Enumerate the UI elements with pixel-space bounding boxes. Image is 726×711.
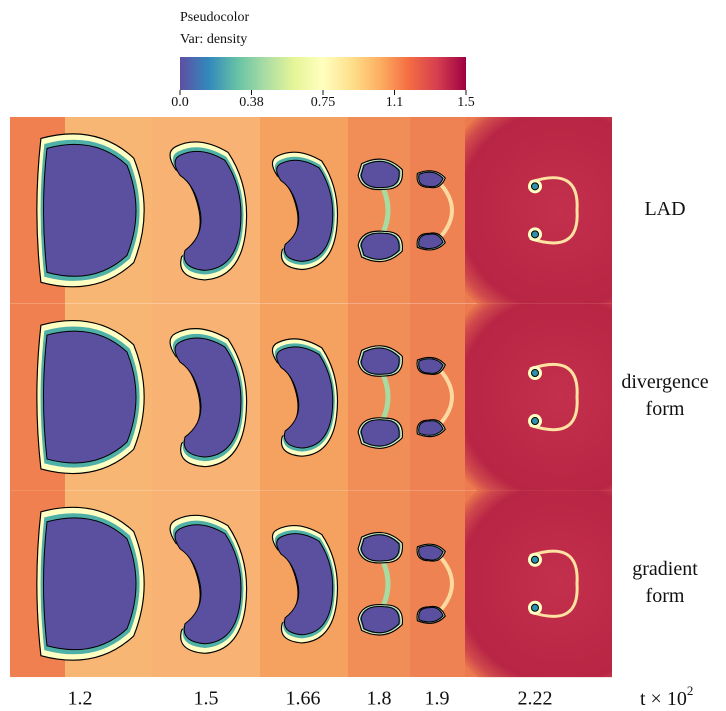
blast-region xyxy=(435,272,685,522)
bubble xyxy=(358,346,402,376)
bubble xyxy=(358,231,402,261)
panel-background xyxy=(348,490,410,677)
vortex-core xyxy=(532,418,539,425)
row-label: LAD xyxy=(644,198,685,220)
bubble-core xyxy=(361,607,399,633)
colorbar-tick-label: 0.75 xyxy=(311,95,336,110)
axis-label-exponent: 2 xyxy=(687,683,694,698)
bubble xyxy=(37,321,144,474)
panel xyxy=(348,304,410,491)
panel-background xyxy=(348,304,410,491)
panel-background xyxy=(410,490,465,677)
column-label: 2.22 xyxy=(518,688,553,710)
row-label: form xyxy=(646,398,685,420)
bubble-core xyxy=(361,535,399,561)
panel xyxy=(410,490,465,677)
bubble-core xyxy=(44,331,137,463)
blast-region xyxy=(435,459,685,709)
panel xyxy=(260,304,348,491)
colorbar-variable: Var: density xyxy=(180,32,247,47)
bubble xyxy=(37,507,144,660)
colorbar-tick-label: 1.1 xyxy=(386,95,404,110)
bubble xyxy=(358,533,402,563)
vortex-core xyxy=(532,231,539,238)
bubble-core xyxy=(361,348,399,374)
panel xyxy=(152,490,260,677)
panels xyxy=(10,85,685,708)
panel xyxy=(410,304,465,491)
bubble xyxy=(358,418,402,448)
column-label: 1.5 xyxy=(194,688,219,710)
panel xyxy=(348,117,410,304)
panel-background xyxy=(348,117,410,304)
colorbar-title: Pseudocolor xyxy=(180,10,250,25)
panel-background xyxy=(410,117,465,304)
vortex-core xyxy=(532,183,539,190)
bubble-core xyxy=(361,161,399,187)
panel xyxy=(260,490,348,677)
bubble-core xyxy=(44,518,137,650)
panel-background xyxy=(410,304,465,491)
panel xyxy=(152,117,260,304)
row-label: gradient xyxy=(632,558,698,580)
bubble xyxy=(358,159,402,189)
row-label: form xyxy=(646,585,685,607)
axis-label: t × 102 xyxy=(640,683,693,710)
bubble xyxy=(358,605,402,635)
panel xyxy=(348,490,410,677)
bubble-core xyxy=(361,233,399,259)
colorbar-tick-label: 0.38 xyxy=(239,95,264,110)
panel xyxy=(410,117,465,304)
colorbar-tick-label: 0.0 xyxy=(171,95,189,110)
row-label: divergence xyxy=(621,371,708,393)
figure: Pseudocolor Var: density 0.0 0.38 0.75 1.1 1… xyxy=(0,0,726,711)
panel xyxy=(10,117,152,304)
panel xyxy=(152,304,260,491)
bubble-core xyxy=(44,144,137,276)
panel xyxy=(435,459,685,709)
axis-label-base: t × 10 xyxy=(640,688,687,710)
colorbar xyxy=(180,57,466,90)
panel xyxy=(435,272,685,522)
colorbar-tick-label: 1.5 xyxy=(457,95,475,110)
panel xyxy=(10,304,152,491)
vortex-core xyxy=(532,370,539,377)
bubble-core xyxy=(361,420,399,446)
bubble xyxy=(37,134,144,287)
vortex-core xyxy=(532,556,539,563)
column-label: 1.9 xyxy=(425,688,450,710)
vortex-core xyxy=(532,604,539,611)
column-label: 1.2 xyxy=(68,688,93,710)
panel xyxy=(10,490,152,677)
column-label: 1.8 xyxy=(367,688,392,710)
panel xyxy=(260,117,348,304)
column-label: 1.66 xyxy=(286,688,321,710)
